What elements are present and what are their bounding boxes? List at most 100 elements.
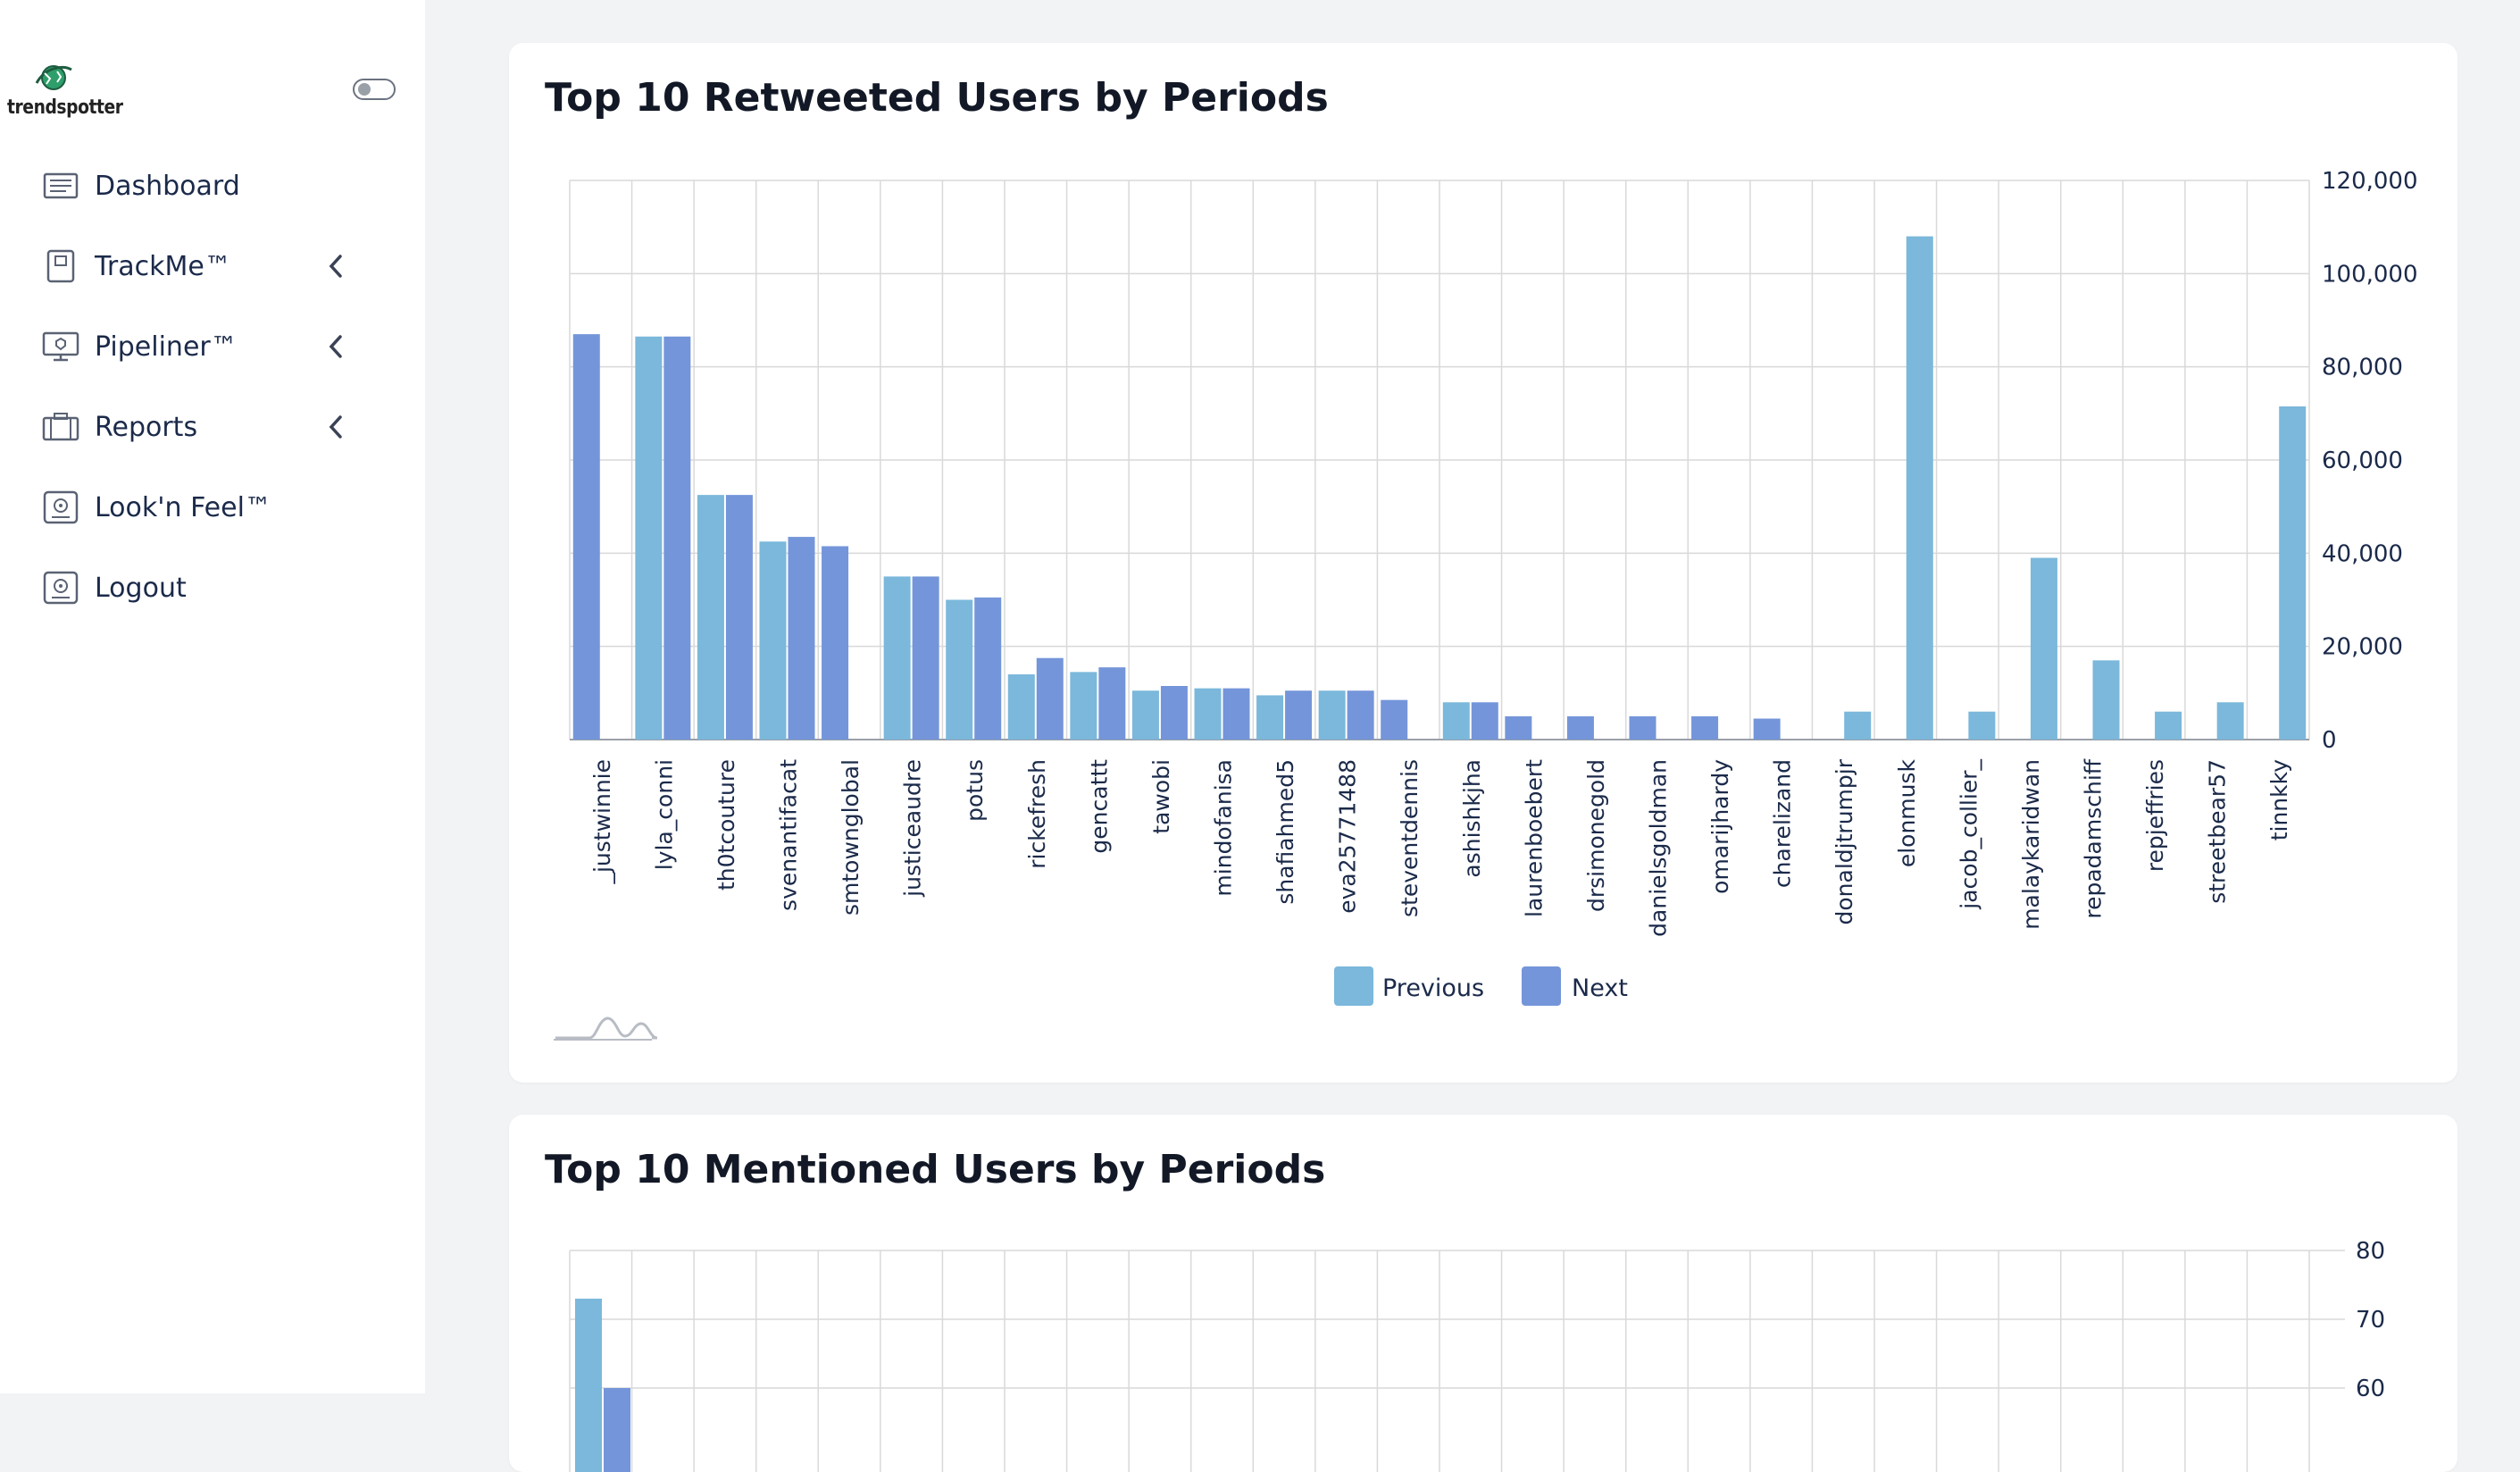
sidebar-item-reports[interactable]: Reports bbox=[41, 399, 363, 453]
bar-previous[interactable] bbox=[635, 336, 663, 740]
legend-label-next[interactable]: Next bbox=[1572, 974, 1628, 1002]
bar-next[interactable] bbox=[1753, 718, 1781, 740]
y-tick-label: 80,000 bbox=[2322, 355, 2403, 381]
bar-previous[interactable] bbox=[2092, 660, 2120, 740]
book-icon bbox=[46, 249, 75, 283]
sidebar-item-dashboard[interactable]: Dashboard bbox=[41, 158, 363, 212]
y-tick-label: 100,000 bbox=[2322, 261, 2418, 288]
safe-icon bbox=[43, 571, 79, 605]
safe-icon bbox=[43, 490, 79, 524]
y-tick-label: 120,000 bbox=[2322, 168, 2418, 195]
bar-next[interactable] bbox=[604, 1388, 630, 1472]
sidebar-item-label: Look'n Feel™ bbox=[95, 492, 271, 523]
app-logo[interactable]: trendspotter bbox=[7, 61, 123, 123]
bar-previous[interactable] bbox=[883, 576, 911, 740]
bar-next[interactable] bbox=[1098, 667, 1126, 740]
sidebar-item-label: Logout bbox=[95, 573, 187, 604]
x-tick-label: danielsgoldman bbox=[1646, 759, 1672, 937]
x-tick-label: smtownglobal bbox=[838, 759, 864, 916]
bar-previous[interactable] bbox=[1007, 673, 1035, 740]
x-tick-label: potus bbox=[962, 759, 988, 822]
mentioned-chart-card: Top 10 Mentioned Users by Periods 80 70 60 bbox=[509, 1115, 2457, 1472]
chart-title: Top 10 Retweeted Users by Periods bbox=[545, 75, 1329, 121]
x-tick-label: th0tcouture bbox=[713, 759, 739, 891]
bar-next[interactable] bbox=[974, 597, 1002, 740]
bar-next[interactable] bbox=[1566, 715, 1594, 740]
x-tick-label: drsimonegold bbox=[1583, 759, 1609, 912]
sidebar-item-label: Dashboard bbox=[95, 171, 240, 202]
x-tick-label: svenantifacat bbox=[776, 759, 802, 911]
bar-previous[interactable] bbox=[759, 541, 787, 740]
chevron-left-icon[interactable] bbox=[325, 333, 346, 360]
bar-previous[interactable] bbox=[2155, 711, 2182, 740]
bar-previous[interactable] bbox=[697, 495, 724, 740]
bar-next[interactable] bbox=[822, 546, 849, 740]
sidebar: trendspotter Dashboard TrackMe™ Pipeli bbox=[0, 0, 425, 1393]
chevron-left-icon[interactable] bbox=[325, 414, 346, 440]
x-tick-label: tinnkky bbox=[2266, 759, 2292, 841]
bar-next[interactable] bbox=[1036, 657, 1064, 740]
x-tick-label: omarijhardy bbox=[1707, 759, 1733, 894]
bar-previous[interactable] bbox=[2216, 702, 2244, 740]
toggle-knob bbox=[358, 83, 371, 96]
bar-next[interactable] bbox=[1629, 715, 1656, 740]
bar-previous[interactable] bbox=[2279, 406, 2307, 740]
x-tick-label: jacob_collier_ bbox=[1956, 759, 1982, 910]
x-tick-label: streetbear57 bbox=[2205, 759, 2231, 904]
bar-next[interactable] bbox=[1347, 690, 1374, 740]
bar-next[interactable] bbox=[663, 336, 691, 740]
bar-previous[interactable] bbox=[575, 1298, 602, 1472]
bar-next[interactable] bbox=[572, 334, 600, 740]
bar-previous[interactable] bbox=[1318, 690, 1346, 740]
theme-toggle[interactable] bbox=[353, 79, 396, 100]
bar-next[interactable] bbox=[1222, 688, 1250, 740]
chart-watermark-icon bbox=[554, 1016, 658, 1041]
bar-next[interactable] bbox=[788, 537, 815, 740]
x-tick-label: lyla_conni bbox=[651, 759, 677, 870]
bar-previous[interactable] bbox=[1844, 711, 1872, 740]
bar-previous[interactable] bbox=[2030, 557, 2057, 740]
bar-previous[interactable] bbox=[1906, 236, 1933, 740]
monitor-icon bbox=[42, 331, 79, 362]
sidebar-item-logout[interactable]: Logout bbox=[41, 560, 363, 614]
y-tick-label: 40,000 bbox=[2322, 540, 2403, 567]
sidebar-item-look-n-feel[interactable]: Look'n Feel™ bbox=[41, 480, 363, 533]
bar-previous[interactable] bbox=[1070, 672, 1097, 740]
bar-next[interactable] bbox=[1505, 715, 1532, 740]
bar-next[interactable] bbox=[725, 495, 753, 740]
bar-previous[interactable] bbox=[1131, 690, 1159, 740]
x-tick-label: rickefresh bbox=[1024, 759, 1050, 869]
bar-previous[interactable] bbox=[946, 599, 973, 740]
logo-text: trendspotter bbox=[7, 96, 123, 119]
sidebar-item-label: Pipeliner™ bbox=[95, 331, 238, 363]
bar-next[interactable] bbox=[912, 576, 939, 740]
bar-next[interactable] bbox=[1285, 690, 1313, 740]
mentioned-bar-chart: 80 70 60 bbox=[569, 1238, 2385, 1472]
y-tick-label: 60 bbox=[2356, 1376, 2385, 1402]
bar-previous[interactable] bbox=[1442, 702, 1470, 740]
bar-next[interactable] bbox=[1471, 702, 1498, 740]
x-tick-label: shafiahmed5 bbox=[1273, 759, 1298, 905]
bar-next[interactable] bbox=[1381, 699, 1408, 740]
chevron-left-icon[interactable] bbox=[325, 253, 346, 280]
globe-logo-icon bbox=[35, 65, 72, 90]
legend-swatch-next[interactable] bbox=[1522, 966, 1561, 1006]
retweeted-chart-card: Top 10 Retweeted Users by Periods 0 20,00… bbox=[509, 43, 2457, 1083]
legend-label-previous[interactable]: Previous bbox=[1382, 974, 1484, 1002]
x-tick-label: elonmusk bbox=[1894, 758, 1920, 867]
x-tick-label: laurenboebert bbox=[1521, 759, 1547, 917]
bar-next[interactable] bbox=[1160, 686, 1188, 740]
bar-next[interactable] bbox=[1691, 715, 1719, 740]
sidebar-item-label: Reports bbox=[95, 412, 198, 443]
legend-swatch-previous[interactable] bbox=[1334, 966, 1373, 1006]
sidebar-item-pipeliner[interactable]: Pipeliner™ bbox=[41, 319, 363, 372]
x-tick-label: charelizand bbox=[1770, 759, 1796, 888]
bar-previous[interactable] bbox=[1968, 711, 1996, 740]
chart-title: Top 10 Mentioned Users by Periods bbox=[545, 1147, 1326, 1192]
sidebar-item-trackme[interactable]: TrackMe™ bbox=[41, 238, 363, 292]
y-tick-label: 20,000 bbox=[2322, 634, 2403, 661]
bar-previous[interactable] bbox=[1256, 695, 1284, 740]
sidebar-item-label: TrackMe™ bbox=[95, 251, 231, 282]
x-tick-label: donaldjtrumpjr bbox=[1832, 758, 1857, 924]
bar-previous[interactable] bbox=[1194, 688, 1222, 740]
